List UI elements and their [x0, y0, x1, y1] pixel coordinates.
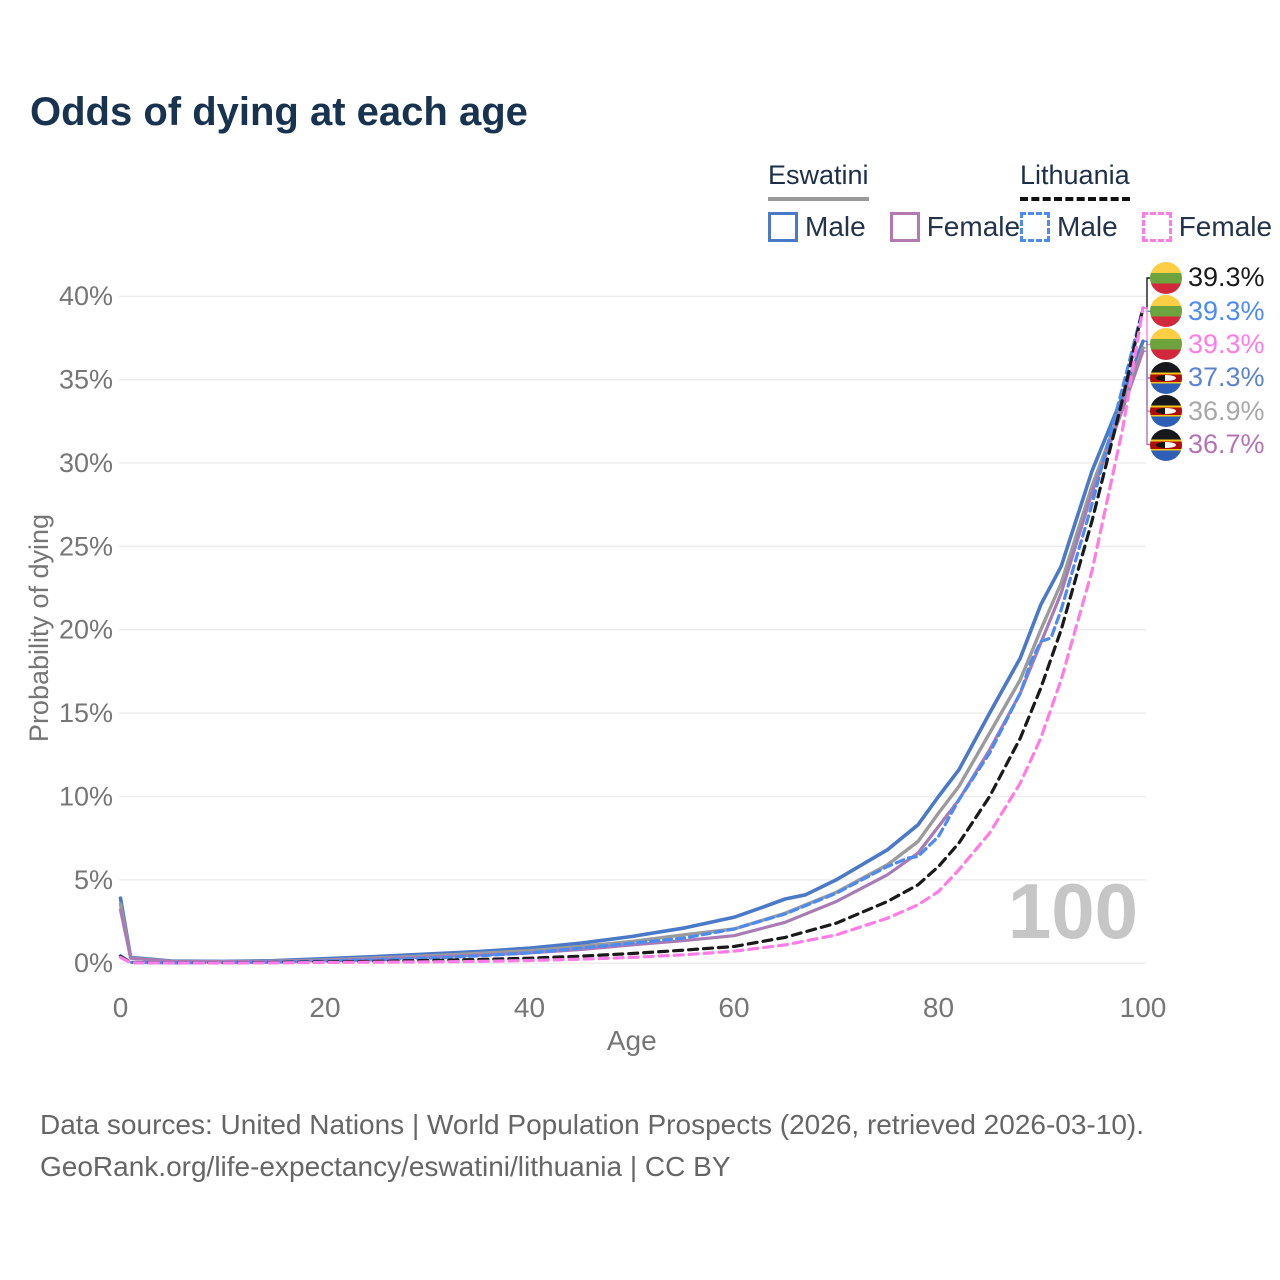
y-tick-label: 10%: [59, 781, 113, 811]
page-title: Odds of dying at each age: [30, 90, 528, 134]
end-label-value: 39.3%: [1188, 295, 1265, 326]
legend-group-lithuania: Lithuania Male Female: [1020, 160, 1272, 243]
end-label-lt_male: 39.3%: [1150, 294, 1265, 328]
y-axis-title: Probability of dying: [24, 514, 54, 742]
eswatini-flag-icon: [1150, 361, 1182, 394]
legend-item-lithuania-female[interactable]: Female: [1141, 211, 1273, 243]
x-tick-label: 80: [923, 992, 954, 1023]
legend-label: Female: [926, 211, 1021, 242]
x-tick-label: 40: [514, 992, 545, 1023]
y-tick-label: 30%: [59, 448, 113, 478]
lithuania-female-swatch-icon: [1141, 212, 1172, 242]
lithuania-flag-icon: [1150, 295, 1182, 328]
end-label-es_male: 37.3%: [1150, 361, 1265, 394]
legend-title-eswatini: Eswatini: [768, 160, 869, 201]
end-label-value: 37.3%: [1188, 362, 1265, 393]
series-line-es_female[interactable]: [118, 349, 1145, 964]
label-connector: [1143, 307, 1151, 346]
eswatini-female-swatch-icon: [889, 212, 920, 242]
end-label-value: 36.7%: [1188, 429, 1265, 460]
end-label-value: 36.9%: [1188, 395, 1265, 426]
label-connector: [1143, 350, 1151, 446]
end-label-es_total: 36.9%: [1150, 395, 1265, 428]
footer-data-sources: Data sources: United Nations | World Pop…: [40, 1109, 1145, 1140]
legend-item-lithuania-male[interactable]: Male: [1020, 211, 1118, 243]
x-axis-title: Age: [607, 1025, 657, 1056]
series-line-lt_total[interactable]: [118, 306, 1145, 965]
series-line-lt_male[interactable]: [118, 306, 1145, 965]
lithuania-male-swatch-icon: [1020, 212, 1050, 242]
end-labels-list: 39.3% 39.3% 39.3% 37.3% 36.9% 36.7%: [1150, 261, 1265, 461]
x-tick-label: 100: [1120, 992, 1167, 1023]
end-label-lt_female: 39.3%: [1150, 328, 1265, 361]
footer-attribution: GeoRank.org/life-expectancy/eswatini/lit…: [40, 1151, 731, 1182]
lithuania-flag-icon: [1150, 328, 1182, 361]
eswatini-flag-icon: [1150, 395, 1182, 428]
legend-label: Male: [1057, 211, 1118, 242]
series-line-es_male[interactable]: [118, 339, 1145, 964]
legend-item-eswatini-female[interactable]: Female: [889, 211, 1021, 243]
lithuania-flag-icon: [1150, 261, 1182, 294]
x-tick-label: 0: [113, 992, 129, 1023]
legend-label: Male: [805, 211, 866, 242]
y-tick-label: 15%: [59, 698, 113, 728]
series-line-es_total[interactable]: [118, 346, 1145, 964]
eswatini-flag-icon: [1150, 428, 1182, 461]
footer: Data sources: United Nations | World Pop…: [40, 1104, 1144, 1188]
eswatini-male-swatch-icon: [768, 212, 798, 242]
y-tick-label: 25%: [59, 531, 113, 561]
age-counter-watermark: 100: [1007, 867, 1138, 955]
legend-title-lithuania: Lithuania: [1020, 160, 1130, 201]
end-label-value: 39.3%: [1188, 262, 1265, 293]
y-tick-label: 0%: [74, 948, 113, 978]
legend-group-eswatini: Eswatini Male Female: [768, 160, 1020, 243]
series-line-lt_female[interactable]: [118, 306, 1145, 965]
end-label-es_female: 36.7%: [1150, 428, 1265, 461]
legend-item-eswatini-male[interactable]: Male: [768, 211, 866, 243]
y-tick-label: 20%: [59, 615, 113, 645]
legend-label: Female: [1178, 211, 1273, 242]
y-tick-label: 5%: [74, 865, 113, 895]
x-tick-label: 60: [718, 992, 749, 1023]
end-label-lt_total: 39.3%: [1150, 261, 1265, 294]
end-label-value: 39.3%: [1188, 328, 1265, 359]
y-tick-label: 40%: [59, 281, 113, 311]
x-tick-label: 20: [309, 992, 340, 1023]
y-tick-label: 35%: [59, 365, 113, 395]
